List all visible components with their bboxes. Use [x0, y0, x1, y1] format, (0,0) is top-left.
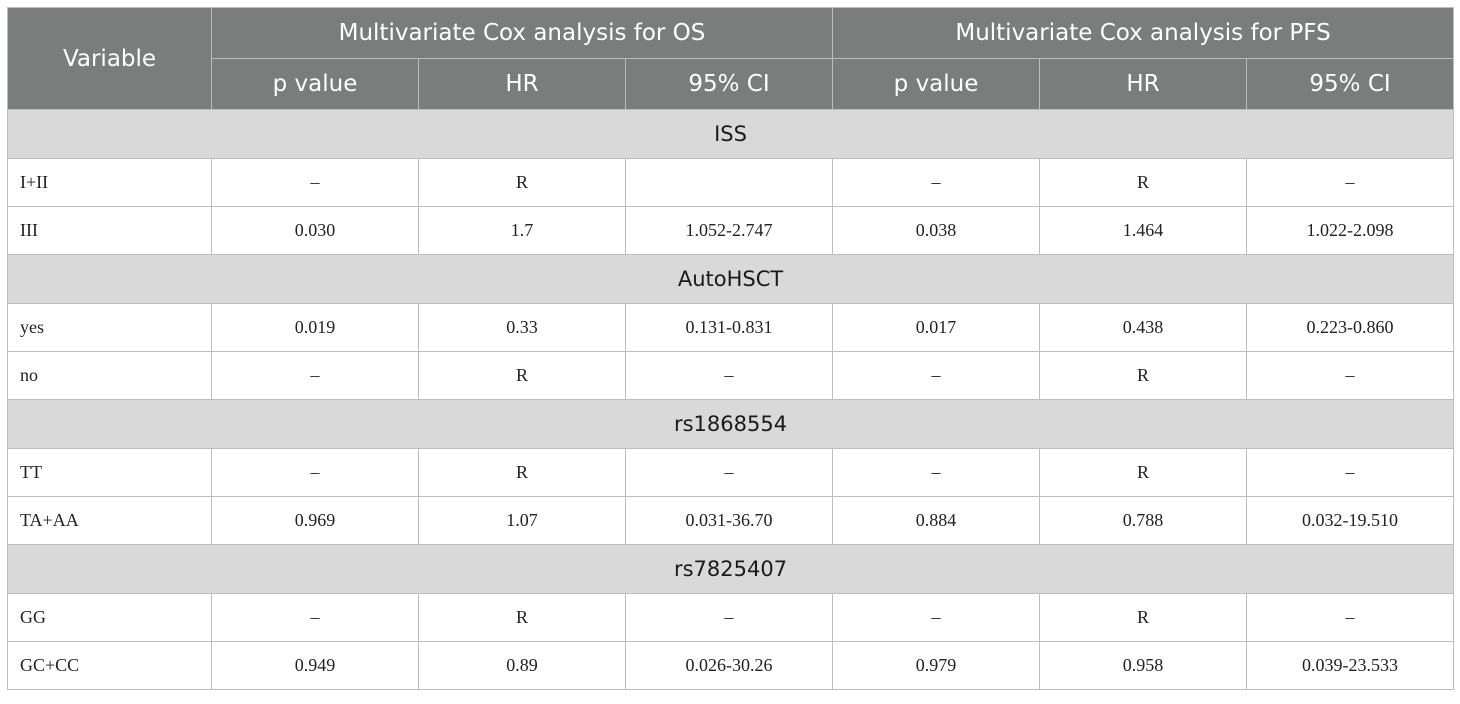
section-row: rs7825407	[6, 544, 1455, 594]
table-cell: –	[1246, 351, 1455, 400]
table-row: GG – R – – R –	[7, 593, 1455, 642]
table-cell: 0.223-0.860	[1246, 303, 1455, 352]
table-cell: R	[418, 351, 626, 400]
table-cell: 0.031-36.70	[624, 496, 834, 545]
section-title: AutoHSCT	[6, 254, 1455, 304]
table-cell: –	[1246, 158, 1455, 207]
section-row: ISS	[6, 109, 1455, 159]
table-cell: 0.026-30.26	[624, 641, 834, 690]
table-cell: 0.032-19.510	[1246, 496, 1455, 545]
table-row: GC+CC 0.949 0.89 0.026-30.26 0.979 0.958 0.039…	[7, 641, 1455, 690]
table-cell: –	[211, 158, 419, 207]
table-cell: 0.030	[211, 206, 419, 255]
table-cell: 1.07	[418, 496, 626, 545]
table-row: TA+AA 0.969 1.07 0.031-36.70 0.884 0.788 0.032…	[7, 496, 1455, 545]
cox-analysis-table: Variable Multivariate Cox analysis for O…	[6, 7, 1455, 690]
table-row: III 0.030 1.7 1.052-2.747 0.038 1.464 1.022-2.…	[7, 206, 1455, 255]
pfs-p-value-header: p value	[832, 58, 1041, 110]
table-cell: –	[832, 448, 1041, 497]
table-row: I+II – R – R –	[7, 158, 1455, 207]
table-cell: 0.958	[1039, 641, 1248, 690]
table-cell: 1.022-2.098	[1246, 206, 1455, 255]
row-label: no	[7, 351, 212, 400]
table-cell: 0.979	[832, 641, 1041, 690]
variable-header: Variable	[7, 7, 212, 110]
table-cell: –	[832, 593, 1041, 642]
row-label: TA+AA	[7, 496, 212, 545]
table-cell: 0.038	[832, 206, 1041, 255]
table-cell: R	[1039, 593, 1248, 642]
table-cell: –	[1246, 593, 1455, 642]
section-title: rs1868554	[6, 399, 1455, 449]
table-cell: 0.131-0.831	[624, 303, 834, 352]
table-cell: R	[1039, 351, 1248, 400]
pfs-group-header: Multivariate Cox analysis for PFS	[832, 7, 1455, 59]
pfs-ci-header: 95% CI	[1246, 58, 1455, 110]
table-cell: –	[1246, 448, 1455, 497]
table-cell: –	[211, 593, 419, 642]
table-cell: –	[211, 351, 419, 400]
row-label: yes	[7, 303, 212, 352]
table-cell: R	[418, 448, 626, 497]
table-cell: 0.019	[211, 303, 419, 352]
table-row: yes 0.019 0.33 0.131-0.831 0.017 0.438 0.223-0…	[7, 303, 1455, 352]
table-cell: 1.7	[418, 206, 626, 255]
row-label: I+II	[7, 158, 212, 207]
table-cell: R	[1039, 158, 1248, 207]
table-cell: 0.33	[418, 303, 626, 352]
table-cell: 1.464	[1039, 206, 1248, 255]
table-cell: 0.039-23.533	[1246, 641, 1455, 690]
row-label: GC+CC	[7, 641, 212, 690]
row-label: III	[7, 206, 212, 255]
row-label: TT	[7, 448, 212, 497]
os-p-value-header: p value	[211, 58, 419, 110]
os-group-header: Multivariate Cox analysis for OS	[210, 7, 834, 59]
table-cell: –	[832, 351, 1041, 400]
table-body: ISS I+II – R – R – III 0.030 1.7 1.052-2.747 0.038 1…	[6, 109, 1455, 690]
table-cell: –	[624, 448, 834, 497]
table-cell: 0.788	[1039, 496, 1248, 545]
table-cell: R	[418, 158, 626, 207]
table-row: no – R – – R –	[7, 351, 1455, 400]
table-cell: R	[1039, 448, 1248, 497]
table-cell: R	[418, 593, 626, 642]
section-row: rs1868554	[6, 399, 1455, 449]
table-cell: 0.017	[832, 303, 1041, 352]
table-cell: 0.438	[1039, 303, 1248, 352]
row-label: GG	[7, 593, 212, 642]
os-hr-header: HR	[418, 58, 626, 110]
table-cell: 0.949	[211, 641, 419, 690]
table-cell: 0.89	[418, 641, 626, 690]
section-row: AutoHSCT	[6, 254, 1455, 304]
table-cell: –	[832, 158, 1041, 207]
table-cell: –	[211, 448, 419, 497]
table-cell: 1.052-2.747	[624, 206, 834, 255]
table-cell	[624, 158, 834, 207]
table-header: Variable Multivariate Cox analysis for O…	[7, 7, 1455, 110]
table-cell: 0.884	[832, 496, 1041, 545]
section-title: rs7825407	[6, 544, 1455, 594]
section-title: ISS	[6, 109, 1455, 159]
table-cell: 0.969	[211, 496, 419, 545]
pfs-hr-header: HR	[1039, 58, 1248, 110]
table-cell: –	[624, 593, 834, 642]
os-ci-header: 95% CI	[624, 58, 834, 110]
table-row: TT – R – – R –	[7, 448, 1455, 497]
table-cell: –	[624, 351, 834, 400]
